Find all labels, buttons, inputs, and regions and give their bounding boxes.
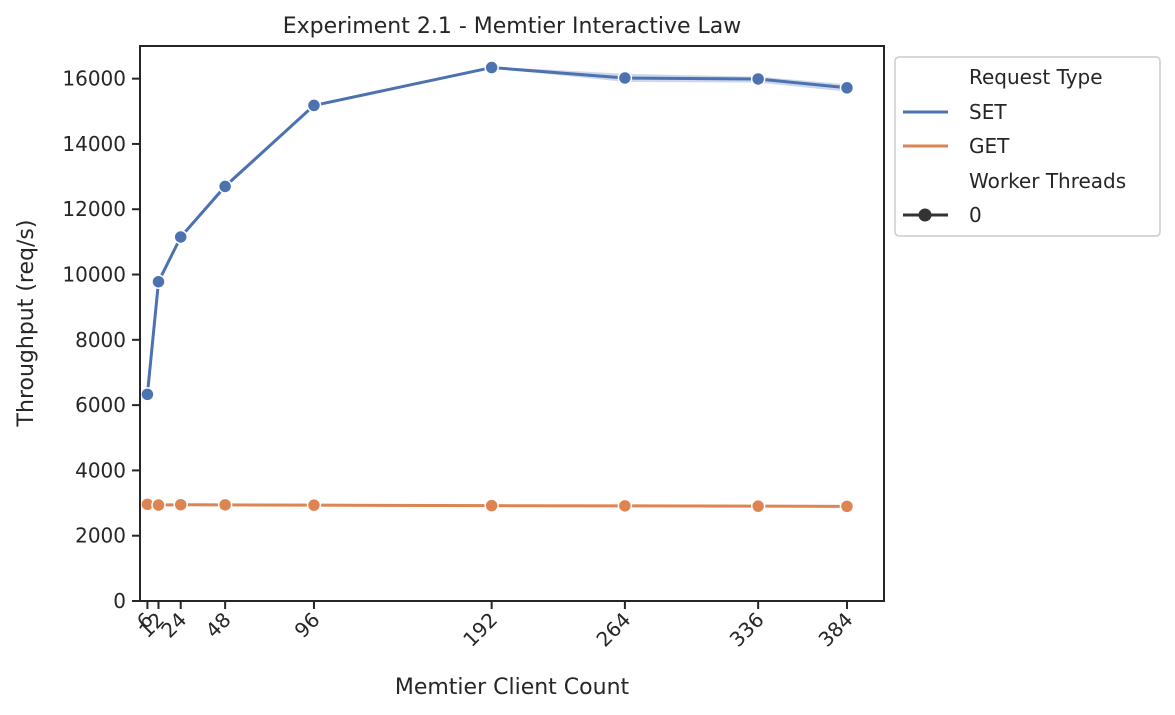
point-get xyxy=(839,499,855,514)
point-set xyxy=(617,70,633,86)
y-tick-label: 8000 xyxy=(75,328,126,352)
band-set xyxy=(147,66,847,399)
x-tick-label: 192 xyxy=(458,608,502,652)
x-tick-label: 336 xyxy=(725,608,769,652)
x-tick-label: 24 xyxy=(156,608,191,643)
legend-label-threads-0: 0 xyxy=(969,203,982,227)
point-set xyxy=(173,229,188,245)
series-lines xyxy=(145,66,848,508)
point-get xyxy=(217,497,233,513)
y-axis: 0 2000 4000 6000 8000 10000 12000 14000 16000 xyxy=(62,67,140,613)
point-set xyxy=(839,80,855,96)
y-axis-title: Throughput (req/s) xyxy=(14,220,39,428)
line-set xyxy=(145,66,848,395)
y-tick-label: 14000 xyxy=(62,132,126,156)
point-set xyxy=(217,179,233,194)
legend-title-request-type: Request Type xyxy=(969,65,1103,89)
x-tick-label: 264 xyxy=(591,608,635,652)
series-points xyxy=(140,60,855,514)
legend-marker-threads-0 xyxy=(918,208,932,222)
point-get xyxy=(484,498,499,513)
y-tick-label: 10000 xyxy=(62,263,126,287)
chart-title: Experiment 2.1 - Memtier Interactive Law xyxy=(283,14,742,39)
point-get xyxy=(750,498,766,514)
point-get xyxy=(173,497,188,512)
x-tick-label: 384 xyxy=(814,608,858,652)
point-get xyxy=(617,498,633,514)
legend-label-set: SET xyxy=(969,100,1007,124)
legend: Request Type SET GET Worker Threads 0 xyxy=(894,56,1161,237)
y-tick-label: 2000 xyxy=(75,524,126,548)
point-set xyxy=(484,60,499,75)
point-get xyxy=(306,497,322,513)
x-tick-label: 48 xyxy=(201,608,236,643)
point-get xyxy=(151,497,166,513)
point-set xyxy=(140,387,155,402)
y-tick-label: 4000 xyxy=(75,458,126,482)
y-tick-label: 6000 xyxy=(75,393,126,417)
legend-frame xyxy=(894,56,1161,237)
legend-title-worker-threads: Worker Threads xyxy=(969,169,1126,193)
x-tick-label: 96 xyxy=(290,608,325,643)
legend-label-get: GET xyxy=(969,134,1010,158)
confidence-bands xyxy=(147,66,847,399)
plot-frame xyxy=(139,45,885,602)
point-set xyxy=(306,98,322,113)
point-set xyxy=(750,71,766,87)
point-set xyxy=(151,274,166,289)
y-tick-label: 12000 xyxy=(62,197,126,221)
x-axis-title: Memtier Client Count xyxy=(395,675,630,700)
y-tick-label: 0 xyxy=(113,589,126,613)
y-tick-label: 16000 xyxy=(62,67,126,91)
